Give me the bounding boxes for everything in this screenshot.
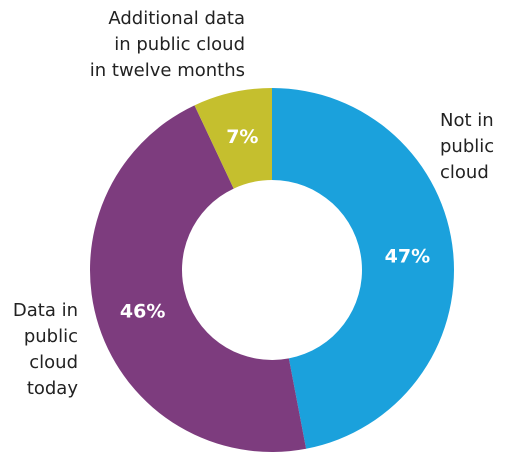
donut-slice bbox=[89, 105, 307, 453]
value-label: 46% bbox=[120, 301, 165, 323]
category-label: Data in public cloud today bbox=[12, 300, 78, 399]
donut-slice bbox=[194, 88, 272, 189]
category-label: Additional data in public cloud in twelv… bbox=[89, 8, 245, 81]
donut-slice bbox=[272, 88, 455, 449]
category-label: Not in public cloud bbox=[440, 110, 495, 183]
value-label: 47% bbox=[385, 246, 430, 268]
value-label: 7% bbox=[226, 126, 258, 148]
